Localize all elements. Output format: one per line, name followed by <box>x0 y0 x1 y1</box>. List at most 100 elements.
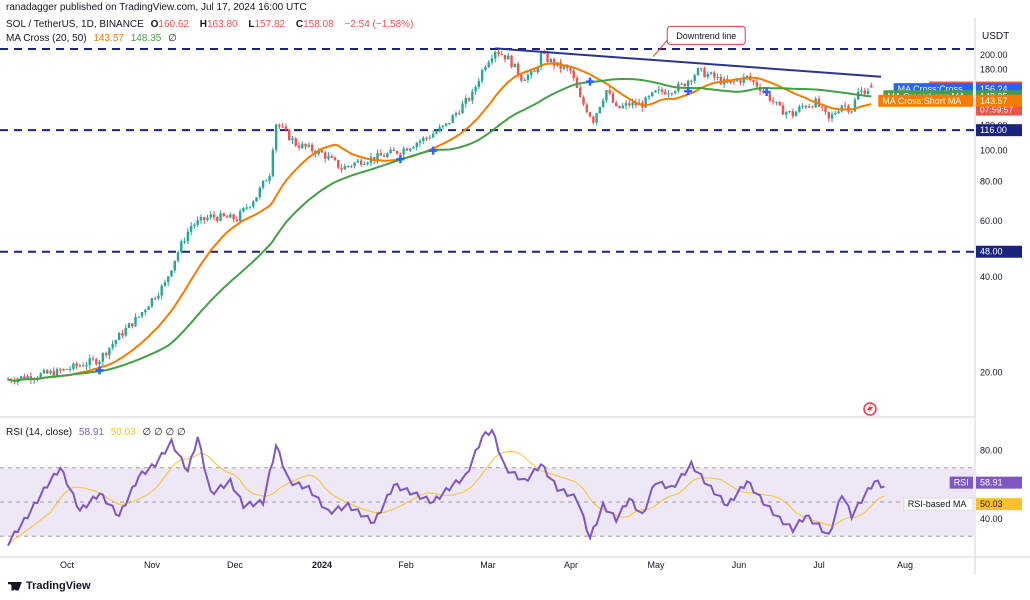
candle <box>696 67 700 76</box>
candle-body <box>193 224 196 227</box>
candle-body <box>843 105 847 107</box>
candle-body <box>745 75 749 77</box>
candle-body <box>461 103 464 114</box>
candle <box>265 179 268 182</box>
ma-legend[interactable]: MA Cross (20, 50) 143.57 148.35 ∅ <box>6 33 181 44</box>
candle <box>131 323 134 329</box>
rsi-label-value-box <box>976 476 1022 489</box>
candle-body <box>389 149 392 154</box>
candle-body <box>709 72 713 75</box>
ohlc-close: C158.08 <box>295 19 334 30</box>
candle-body <box>494 51 497 59</box>
candle <box>405 147 409 151</box>
candle <box>775 101 778 106</box>
candle-body <box>173 260 176 271</box>
candle-body <box>108 347 111 356</box>
candle <box>530 69 533 79</box>
candle <box>794 110 798 117</box>
level-label: 116.00 <box>980 125 1007 135</box>
candle-body <box>703 68 706 78</box>
candle <box>807 103 811 109</box>
candle-body <box>235 219 239 221</box>
time-tick: Jul <box>813 560 825 570</box>
time-tick: Mar <box>480 560 496 570</box>
candle-body <box>853 99 857 112</box>
candle-body <box>304 143 307 147</box>
price-label-name-box <box>878 94 973 107</box>
candle-body <box>539 52 543 68</box>
candle <box>193 222 196 229</box>
rsi-legend[interactable]: RSI (14, close) 58.91 50.03 ∅ ∅ ∅ ∅ <box>6 427 190 438</box>
candle <box>392 146 396 152</box>
candle <box>183 237 186 245</box>
rsi-axis-ticks: 40.00 80.00 RSI 58.91 RSI-based MA 50.03 <box>903 446 1022 524</box>
candle <box>242 207 245 213</box>
candle-body <box>281 126 284 128</box>
candle <box>523 77 526 81</box>
candle-body <box>392 149 396 151</box>
candle <box>327 152 330 161</box>
candle-body <box>399 153 402 155</box>
candle <box>147 305 150 310</box>
horizontal-lines <box>0 48 975 253</box>
candle-body <box>549 59 553 63</box>
candle <box>866 88 870 95</box>
candle <box>585 103 588 114</box>
rsi-line <box>7 428 885 547</box>
candle-body <box>736 80 739 82</box>
candle-body <box>562 66 566 69</box>
candle-body <box>507 55 510 60</box>
candle <box>62 368 65 372</box>
symbol-legend[interactable]: SOL / TetherUS, 1D, BINANCE O160.62 H163… <box>6 19 417 30</box>
candle-body <box>458 113 461 115</box>
candle-body <box>742 76 745 83</box>
candle-body <box>288 129 291 141</box>
candle <box>827 111 830 123</box>
candle-body <box>291 138 294 141</box>
tradingview-brand[interactable]: TradingView <box>8 580 91 592</box>
candle-body <box>85 365 88 367</box>
candle-body <box>327 156 330 159</box>
candle-body <box>444 123 448 126</box>
candle-body <box>127 323 131 329</box>
candle <box>667 89 670 98</box>
candle-body <box>62 369 65 371</box>
candle-body <box>781 105 785 115</box>
candle-body <box>261 180 265 188</box>
candle-body <box>785 112 788 115</box>
candle <box>494 50 497 63</box>
candle <box>680 82 683 85</box>
candle-body <box>297 145 301 148</box>
candle <box>376 149 379 164</box>
currency-label[interactable]: USDT <box>982 31 1010 42</box>
candle-body <box>203 217 206 220</box>
price-tick: 180.00 <box>980 65 1008 75</box>
candle <box>605 89 608 103</box>
candle-body <box>265 180 268 182</box>
candle-body <box>664 91 667 95</box>
time-tick: 2024 <box>312 560 332 570</box>
candle-body <box>189 226 193 232</box>
candle <box>85 361 88 370</box>
candle <box>222 212 226 217</box>
price-label-name: MA Cross:Cross <box>898 84 964 94</box>
candle-body <box>307 144 311 147</box>
candle <box>88 354 91 369</box>
candle <box>719 73 723 86</box>
candle <box>431 130 435 138</box>
price-label-value-box <box>976 94 1022 107</box>
candle-body <box>608 90 611 94</box>
candle <box>288 128 291 141</box>
candle-body <box>824 106 827 112</box>
candle-body <box>700 68 703 70</box>
level-label: 48.00 <box>980 247 1003 257</box>
candle-body <box>428 137 432 139</box>
candle-body <box>552 59 556 66</box>
candle <box>72 362 75 371</box>
candle-body <box>75 363 78 367</box>
candle <box>726 75 729 84</box>
candle-body <box>798 106 801 112</box>
lightning-icon[interactable] <box>863 402 877 416</box>
candle <box>271 147 275 178</box>
